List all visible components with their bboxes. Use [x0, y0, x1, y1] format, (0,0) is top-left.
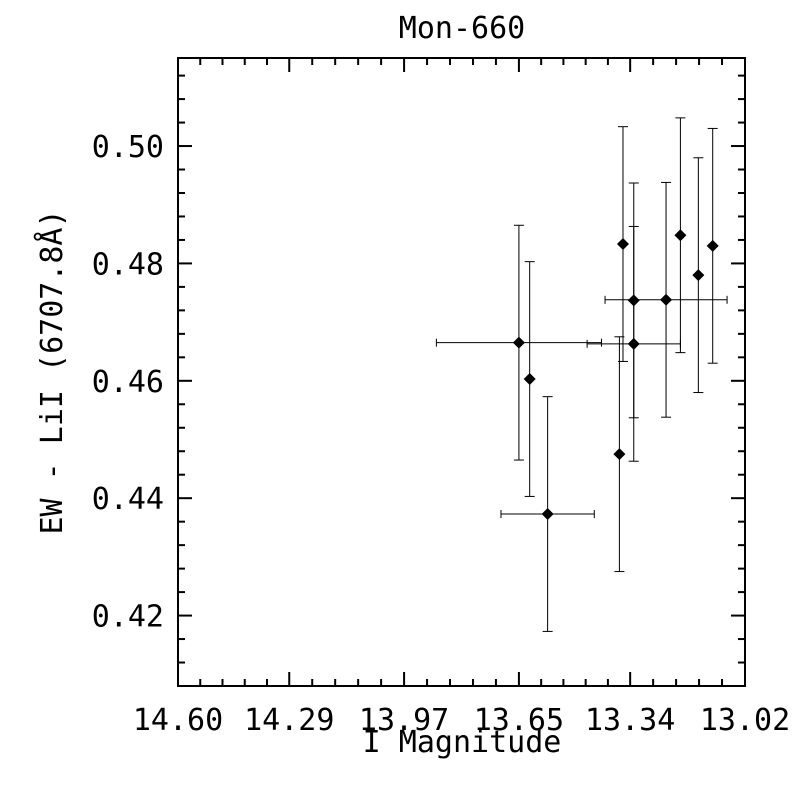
data-point	[674, 117, 687, 354]
data-point	[613, 336, 626, 573]
y-tick-label: 0.46	[92, 365, 164, 400]
data-point	[586, 225, 681, 462]
data-point	[616, 126, 629, 362]
diamond-marker	[616, 238, 629, 251]
diamond-marker	[613, 448, 626, 461]
chart-title: Mon-660	[399, 11, 525, 46]
data-point	[523, 261, 536, 497]
x-tick-label: 13.34	[585, 703, 675, 738]
y-tick-label: 0.50	[92, 130, 164, 165]
diamond-marker	[627, 337, 640, 350]
diamond-marker	[674, 229, 687, 242]
data-point	[706, 127, 719, 364]
x-tick-label: 14.60	[133, 703, 223, 738]
plot-frame	[177, 57, 746, 687]
y-tick-labels: 0.42 0.44 0.46 0.48 0.50	[92, 130, 164, 635]
data-point	[692, 157, 705, 394]
y-axis-label: EW - LiI (6707.8Å)	[34, 209, 70, 534]
data-point	[435, 224, 602, 461]
y-tick-label: 0.48	[92, 247, 164, 282]
x-tick-label: 13.02	[700, 703, 790, 738]
x-tick-label: 13.65	[474, 703, 564, 738]
x-axis-label: I Magnitude	[363, 725, 562, 760]
diamond-marker	[706, 239, 719, 252]
x-tick-labels: 14.60 14.29 13.97 13.65 13.34 13.02	[133, 703, 790, 738]
data-point	[500, 396, 595, 632]
x-tick-label: 14.29	[244, 703, 334, 738]
diamond-marker	[541, 508, 554, 521]
diamond-marker	[523, 373, 536, 386]
data-points	[435, 117, 728, 632]
x-tick-label: 13.97	[359, 703, 449, 738]
axis-ticks	[177, 58, 746, 687]
diamond-marker	[692, 269, 705, 282]
y-tick-label: 0.44	[92, 482, 164, 517]
y-tick-label: 0.42	[92, 600, 164, 635]
data-point	[604, 181, 728, 418]
diamond-marker	[660, 293, 673, 306]
diamond-marker	[512, 336, 525, 349]
